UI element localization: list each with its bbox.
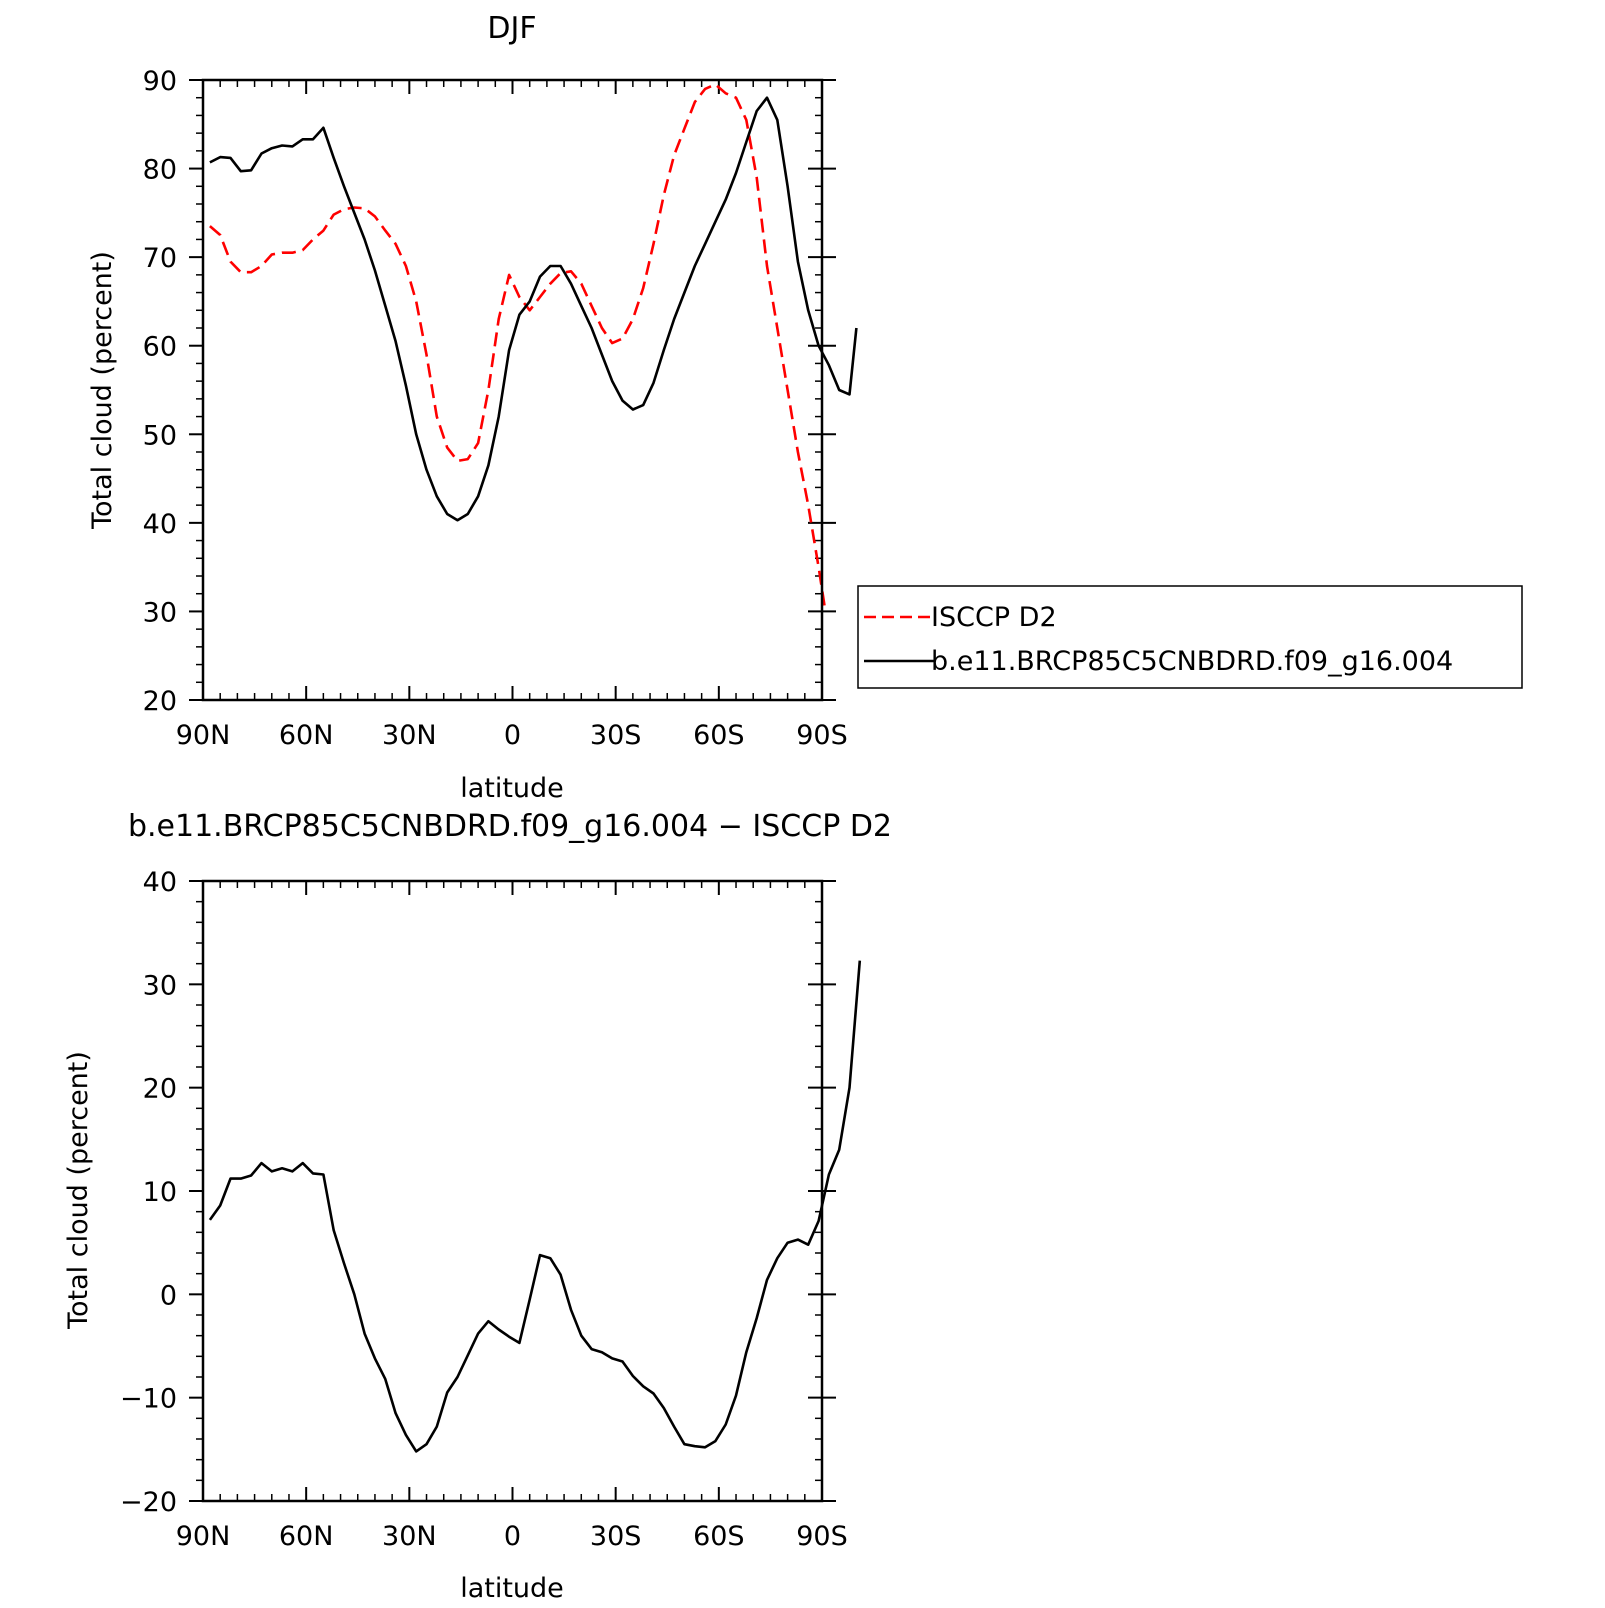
y-tick-label: 20	[143, 1074, 177, 1105]
x-tick-label: 90S	[796, 1521, 848, 1552]
top-x-axis-label: latitude	[460, 773, 564, 804]
bottom-x-axis-label: latitude	[460, 1573, 564, 1604]
top-plot-frame	[201, 78, 824, 702]
y-tick-label: 0	[160, 1280, 177, 1311]
series-line-0	[209, 83, 827, 612]
legend-label-model: b.e11.BRCP85C5CNBDRD.f09_g16.004	[931, 646, 1453, 677]
bottom-series-lines	[208, 960, 862, 1453]
legend-label-isccp: ISCCP D2	[931, 602, 1057, 633]
legend-box	[857, 585, 1523, 689]
top-panel-djf: DJF 90N 60N 30N 0 30S 60S 90S2030405060708090 …	[87, 11, 1523, 804]
y-tick-label: 30	[143, 597, 177, 628]
x-tick-label: 30S	[590, 720, 642, 751]
y-tick-label: 70	[143, 243, 177, 274]
bottom-y-axis-label: Total cloud (percent)	[63, 1051, 94, 1330]
x-tick-label: 60N	[279, 720, 334, 751]
x-tick-label: 0	[504, 720, 521, 751]
y-tick-label: 50	[143, 420, 177, 451]
y-tick-label: 30	[143, 970, 177, 1001]
y-tick-label: 40	[143, 509, 177, 540]
y-tick-label: −10	[120, 1384, 177, 1415]
bottom-plot-frame	[201, 879, 824, 1503]
y-tick-label: 80	[143, 155, 177, 186]
series-line-1	[209, 96, 858, 522]
y-tick-label: 40	[143, 867, 177, 898]
y-tick-label: 20	[143, 686, 177, 717]
x-tick-label: 60S	[693, 720, 745, 751]
difference-title: b.e11.BRCP85C5CNBDRD.f09_g16.004 − ISCCP…	[128, 809, 892, 844]
x-tick-label: 90N	[176, 1521, 231, 1552]
x-tick-label: 90S	[796, 720, 848, 751]
y-tick-label: 90	[143, 66, 177, 97]
top-y-axis-label: Total cloud (percent)	[87, 251, 118, 530]
bottom-panel-difference: b.e11.BRCP85C5CNBDRD.f09_g16.004 − ISCCP…	[63, 809, 892, 1604]
series-line-0	[208, 960, 862, 1453]
bottom-axes: 90N 60N 30N 0 30S 60S 90S −20 −10 0 10 20 30 40	[120, 867, 848, 1552]
top-axes: 90N 60N 30N 0 30S 60S 90S 20 30 40 50 60 70 80 90	[143, 66, 848, 751]
x-tick-label: 30S	[590, 1521, 642, 1552]
x-tick-label: 30N	[382, 1521, 437, 1552]
x-tick-label: 30N	[382, 720, 437, 751]
y-tick-label: −20	[120, 1487, 177, 1518]
chart-title: DJF	[487, 11, 536, 46]
y-tick-label: 10	[143, 1177, 177, 1208]
x-tick-label: 90N	[176, 720, 231, 751]
x-tick-label: 60N	[279, 1521, 334, 1552]
top-series-lines	[209, 83, 858, 612]
x-tick-label: 0	[504, 1521, 521, 1552]
x-tick-label: 60S	[693, 1521, 745, 1552]
y-tick-label: 60	[143, 332, 177, 363]
legend: ISCCP D2 b.e11.BRCP85C5CNBDRD.f09_g16.00…	[857, 585, 1523, 689]
